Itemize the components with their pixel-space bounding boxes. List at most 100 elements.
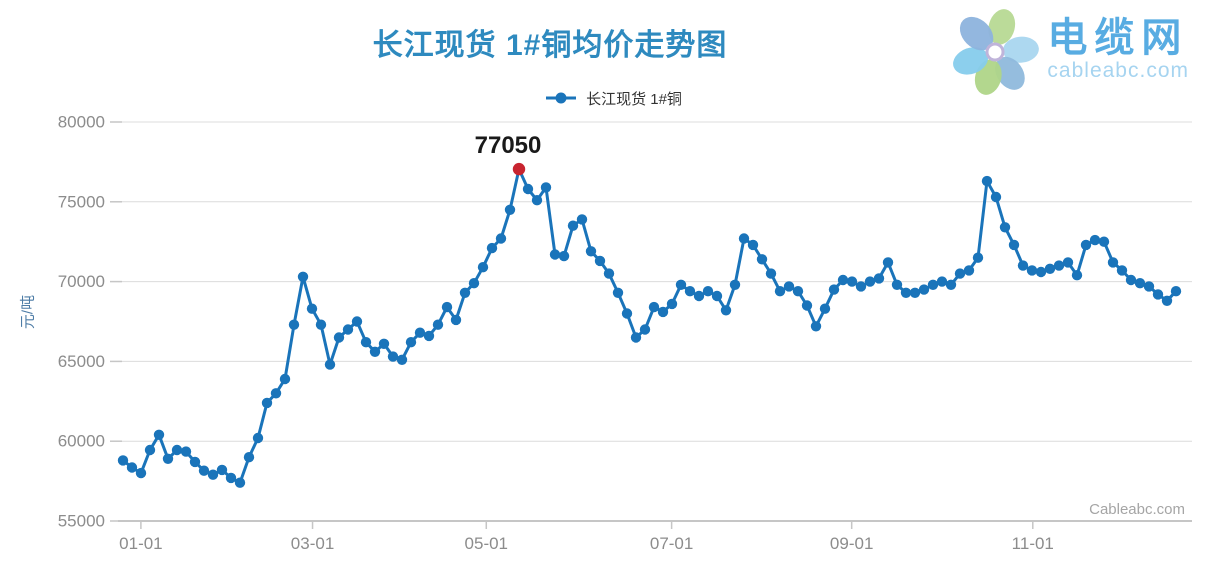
data-point[interactable] bbox=[927, 279, 939, 290]
data-point[interactable] bbox=[1044, 263, 1056, 274]
data-point[interactable] bbox=[837, 274, 849, 286]
data-point[interactable] bbox=[252, 432, 264, 444]
data-point[interactable] bbox=[1116, 265, 1128, 276]
data-point[interactable] bbox=[765, 268, 777, 279]
data-point[interactable] bbox=[747, 239, 759, 251]
data-point[interactable] bbox=[1143, 281, 1155, 292]
data-point[interactable] bbox=[243, 452, 255, 463]
data-point[interactable] bbox=[477, 262, 489, 273]
data-point[interactable] bbox=[900, 287, 912, 298]
data-point[interactable] bbox=[945, 279, 957, 290]
data-point[interactable] bbox=[1080, 239, 1092, 251]
data-point[interactable] bbox=[351, 316, 363, 327]
data-point[interactable] bbox=[549, 249, 561, 260]
data-point[interactable] bbox=[702, 286, 714, 297]
data-point[interactable] bbox=[360, 337, 372, 348]
data-point[interactable] bbox=[117, 455, 129, 466]
data-point[interactable] bbox=[1089, 234, 1101, 246]
data-point[interactable] bbox=[333, 332, 345, 343]
data-point[interactable] bbox=[306, 303, 318, 314]
data-point[interactable] bbox=[189, 456, 201, 468]
data-point[interactable] bbox=[918, 284, 930, 295]
data-point[interactable] bbox=[972, 252, 984, 263]
data-point[interactable] bbox=[1035, 266, 1047, 278]
data-point[interactable] bbox=[396, 354, 408, 365]
data-point[interactable] bbox=[162, 453, 174, 464]
data-point[interactable] bbox=[423, 330, 435, 342]
data-point[interactable] bbox=[171, 444, 183, 456]
data-point[interactable] bbox=[1062, 257, 1074, 268]
data-point[interactable] bbox=[558, 250, 570, 262]
data-point[interactable] bbox=[225, 472, 237, 484]
data-point[interactable] bbox=[1152, 289, 1164, 300]
data-point[interactable] bbox=[630, 332, 642, 343]
data-point[interactable] bbox=[621, 308, 633, 319]
data-point[interactable] bbox=[531, 195, 543, 206]
data-point[interactable] bbox=[783, 281, 795, 292]
data-point[interactable] bbox=[1071, 270, 1083, 281]
data-point[interactable] bbox=[144, 444, 156, 456]
data-point[interactable] bbox=[756, 254, 768, 265]
data-point[interactable] bbox=[855, 281, 867, 292]
data-point[interactable] bbox=[297, 271, 309, 282]
data-point[interactable] bbox=[1098, 236, 1110, 247]
data-point[interactable] bbox=[720, 305, 732, 316]
data-point[interactable] bbox=[567, 220, 579, 231]
data-point[interactable] bbox=[828, 284, 840, 295]
data-point[interactable] bbox=[288, 319, 300, 330]
data-point[interactable] bbox=[1170, 286, 1182, 297]
data-point[interactable] bbox=[693, 290, 705, 302]
data-point[interactable] bbox=[936, 276, 948, 287]
data-point[interactable] bbox=[486, 242, 498, 254]
data-point[interactable] bbox=[1125, 274, 1137, 286]
data-point[interactable] bbox=[648, 301, 660, 313]
data-point[interactable] bbox=[369, 346, 381, 357]
data-point[interactable] bbox=[639, 324, 651, 335]
data-point[interactable] bbox=[234, 477, 246, 488]
data-point[interactable] bbox=[1017, 260, 1029, 271]
peak-point[interactable] bbox=[512, 162, 526, 176]
data-point[interactable] bbox=[180, 446, 192, 457]
data-point[interactable] bbox=[675, 279, 687, 290]
data-point[interactable] bbox=[495, 233, 507, 244]
data-point[interactable] bbox=[540, 182, 552, 193]
data-point[interactable] bbox=[1053, 260, 1065, 271]
data-point[interactable] bbox=[387, 351, 399, 362]
data-point[interactable] bbox=[792, 286, 804, 297]
data-point[interactable] bbox=[612, 287, 624, 298]
data-point[interactable] bbox=[963, 265, 975, 276]
data-point[interactable] bbox=[594, 255, 606, 267]
data-point[interactable] bbox=[846, 276, 858, 287]
data-point[interactable] bbox=[873, 273, 885, 284]
data-point[interactable] bbox=[576, 214, 588, 225]
data-point[interactable] bbox=[1161, 295, 1173, 306]
data-point[interactable] bbox=[603, 268, 615, 279]
data-point[interactable] bbox=[270, 388, 282, 399]
data-point[interactable] bbox=[1134, 278, 1146, 289]
data-point[interactable] bbox=[711, 290, 723, 302]
data-point[interactable] bbox=[954, 268, 966, 279]
data-point[interactable] bbox=[738, 233, 750, 244]
data-point[interactable] bbox=[999, 222, 1011, 233]
data-point[interactable] bbox=[585, 246, 597, 257]
data-point[interactable] bbox=[522, 183, 534, 195]
data-point[interactable] bbox=[729, 279, 741, 290]
data-point[interactable] bbox=[441, 301, 453, 313]
data-point[interactable] bbox=[1107, 257, 1119, 268]
data-point[interactable] bbox=[432, 319, 444, 330]
data-point[interactable] bbox=[819, 303, 831, 314]
data-point[interactable] bbox=[414, 327, 426, 338]
data-point[interactable] bbox=[657, 306, 669, 318]
data-point[interactable] bbox=[666, 298, 678, 310]
data-point[interactable] bbox=[153, 429, 165, 440]
data-point[interactable] bbox=[810, 321, 822, 332]
data-point[interactable] bbox=[864, 276, 876, 287]
data-point[interactable] bbox=[990, 191, 1002, 203]
data-point[interactable] bbox=[324, 359, 336, 370]
data-point[interactable] bbox=[261, 397, 273, 409]
data-point[interactable] bbox=[459, 287, 471, 298]
data-point[interactable] bbox=[891, 279, 903, 290]
data-point[interactable] bbox=[216, 464, 228, 476]
data-point[interactable] bbox=[135, 467, 147, 479]
data-point[interactable] bbox=[504, 204, 516, 215]
